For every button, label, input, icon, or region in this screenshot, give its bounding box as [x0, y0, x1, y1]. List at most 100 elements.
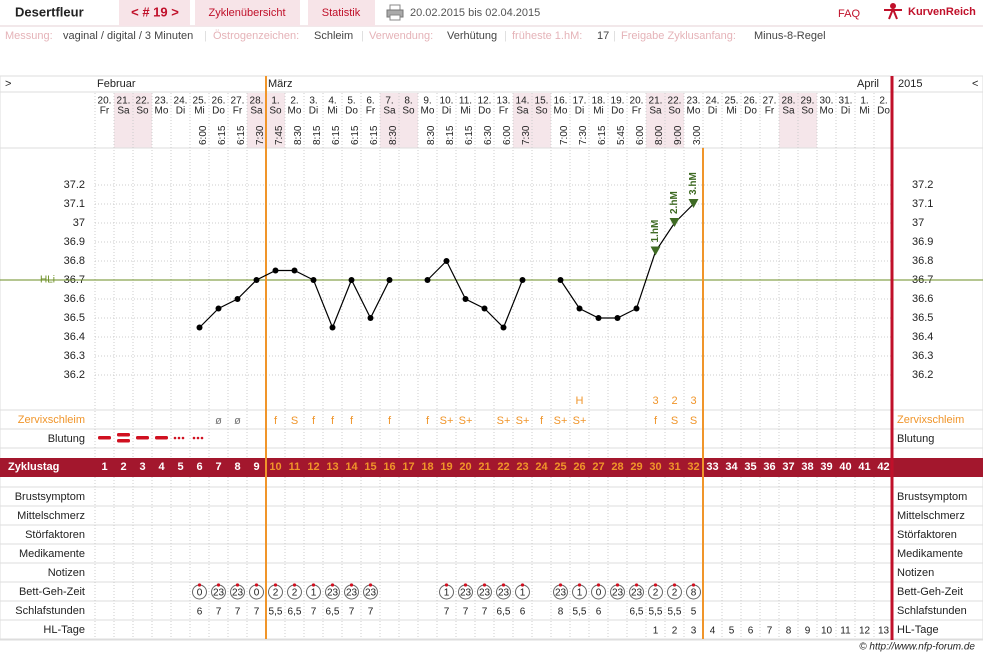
logo-icon	[884, 3, 902, 20]
day-weekday: Sa	[250, 106, 263, 117]
tab[interactable]: Statistik	[322, 7, 361, 19]
cervix-value: f	[350, 415, 354, 427]
logo[interactable]: KurvenReich	[908, 6, 976, 18]
day-date: 25.	[725, 96, 739, 107]
measure-time: 7:30	[578, 125, 589, 145]
cycle-day: 28	[611, 461, 623, 473]
row-value: 8	[786, 626, 792, 637]
measure-time: 6:30	[483, 125, 494, 145]
svg-text:|: |	[504, 30, 507, 42]
day-date: 2.	[879, 96, 887, 107]
svg-text:|: |	[204, 30, 207, 42]
row-value: 6	[748, 626, 754, 637]
temperature-point	[196, 324, 203, 331]
weekend-shade	[380, 93, 399, 148]
row-label: Medikamente	[19, 548, 85, 560]
day-date: 24.	[174, 96, 188, 107]
bedtime-dot	[463, 583, 468, 587]
bedtime-dot	[482, 583, 487, 587]
cervix-value: S+	[497, 415, 511, 427]
y-tick-label: 37.1	[64, 198, 85, 210]
cycle-day: 1	[101, 461, 107, 473]
y-tick-label-right: 37	[912, 217, 924, 229]
temperature-point	[386, 277, 393, 283]
cervix-mark: H	[576, 395, 584, 407]
day-weekday: So	[801, 106, 814, 117]
day-date: 19.	[611, 96, 625, 107]
user-name: Desertfleur	[15, 4, 84, 19]
bedtime-dot	[672, 583, 677, 587]
prev-button[interactable]: >	[5, 78, 11, 90]
day-weekday: Sa	[117, 106, 130, 117]
setting-value: Schleim	[314, 30, 353, 42]
day-date: 11.	[459, 96, 472, 107]
setting-label: Messung:	[5, 30, 53, 42]
y-tick-label-right: 36.3	[912, 350, 933, 362]
row-value: 2	[672, 626, 678, 637]
row-value: 11	[840, 626, 851, 637]
bedtime-dot	[520, 583, 525, 587]
cervix-value: f	[312, 415, 316, 427]
next-button[interactable]: <	[972, 78, 978, 90]
cycle-day: 15	[364, 461, 376, 473]
day-date: 23.	[687, 96, 701, 107]
day-weekday: So	[668, 106, 681, 117]
row-label: Zervixschleim	[18, 414, 85, 426]
y-tick-label-right: 37.1	[912, 198, 933, 210]
cycle-day-bar	[0, 458, 983, 477]
cervix-mark: 2	[671, 395, 677, 407]
row-label-right: Störfaktoren	[897, 529, 957, 541]
day-date: 2.	[290, 96, 298, 107]
row-value: 7	[311, 607, 317, 618]
faq-link[interactable]: FAQ	[838, 8, 860, 20]
day-weekday: Sa	[383, 106, 396, 117]
cycle-day: 24	[535, 461, 548, 473]
row-value: 6	[520, 607, 526, 618]
bedtime-dot	[216, 583, 221, 587]
weekend-shade	[665, 93, 684, 148]
y-tick-label-right: 36.5	[912, 312, 933, 324]
footer[interactable]: © http://www.nfp-forum.de	[859, 642, 975, 653]
y-tick-label-right: 36.8	[912, 255, 933, 267]
day-weekday: Mo	[554, 106, 568, 117]
day-weekday: Mi	[859, 106, 870, 117]
cycle-day: 27	[592, 461, 604, 473]
day-weekday: Di	[708, 106, 717, 117]
cycle-nav-bg[interactable]	[119, 0, 190, 26]
tab-bg[interactable]	[195, 0, 300, 26]
row-value: 5,5	[269, 607, 283, 618]
cycle-day: 32	[687, 461, 699, 473]
measure-time: 8:15	[312, 125, 323, 145]
measure-time: 7:30	[255, 125, 266, 145]
hm-marker	[688, 199, 699, 208]
setting-value: 17	[597, 30, 609, 42]
day-date: 6.	[366, 96, 374, 107]
day-weekday: Di	[841, 106, 850, 117]
cycle-day: 29	[630, 461, 642, 473]
cycle-day: 35	[744, 461, 756, 473]
temperature-point	[633, 305, 640, 312]
day-weekday: So	[402, 106, 415, 117]
day-date: 27.	[231, 96, 245, 107]
day-date: 29.	[801, 96, 815, 107]
measure-time: 8:30	[426, 125, 437, 145]
row-value: 2	[292, 588, 298, 599]
tab[interactable]: Zyklenübersicht	[208, 7, 285, 19]
bedtime-dot	[349, 583, 354, 587]
month-label: Februar	[97, 78, 136, 90]
cycle-nav[interactable]: < # 19 >	[131, 4, 179, 19]
day-weekday: Di	[575, 106, 584, 117]
tab-bg[interactable]	[308, 0, 375, 26]
row-value: 1	[577, 588, 583, 599]
temperature-point	[462, 296, 469, 302]
print-icon[interactable]	[386, 4, 404, 21]
cycle-day: 26	[573, 461, 585, 473]
row-value: 3	[691, 626, 697, 637]
day-weekday: Sa	[649, 106, 662, 117]
day-weekday: Do	[345, 106, 358, 117]
day-weekday: Mo	[155, 106, 169, 117]
row-value: 6,5	[288, 607, 302, 618]
row-value: 7	[235, 607, 241, 618]
row-value: 5,5	[649, 607, 663, 618]
row-label-right: Blutung	[897, 433, 934, 445]
